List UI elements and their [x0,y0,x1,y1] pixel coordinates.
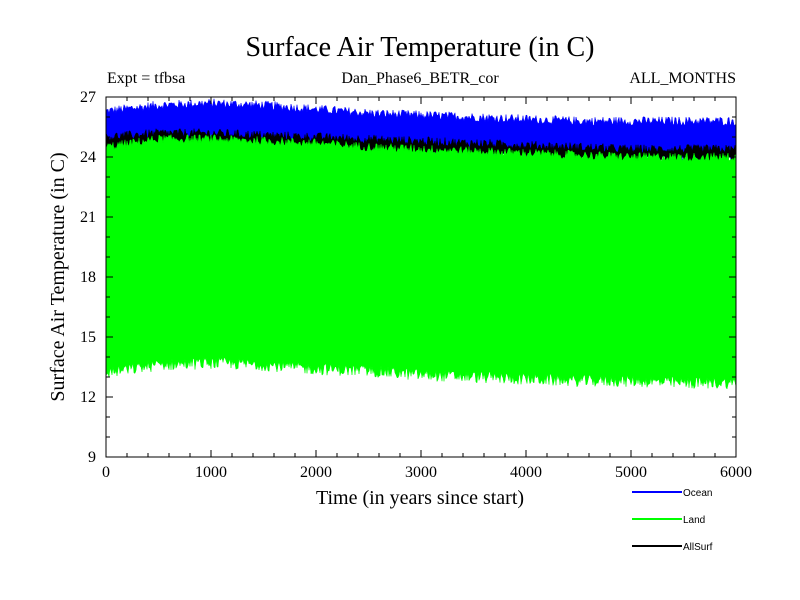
legend-label-land: Land [683,515,705,526]
x-tick-label: 3000 [405,464,437,481]
chart-title: Surface Air Temperature (in C) [246,32,595,63]
x-tick-label: 4000 [510,464,542,481]
x-tick-label: 2000 [300,464,332,481]
legend-label-allsurf: AllSurf [683,542,713,553]
plot-area [105,96,737,458]
y-axis: 9 12 15 18 21 24 27 [80,89,736,466]
x-tick-label: 1000 [195,464,227,481]
run-name-label: Dan_Phase6_BETR_cor [341,70,499,87]
y-axis-label: Surface Air Temperature (in C) [47,152,69,401]
y-tick-label: 12 [80,389,96,406]
x-tick-label: 0 [102,464,110,481]
legend: Ocean Land AllSurf [632,488,713,553]
y-tick-label: 9 [88,449,96,466]
months-label: ALL_MONTHS [629,70,736,87]
y-tick-label: 24 [80,149,96,166]
series-land-band [105,133,737,390]
y-tick-label: 27 [80,89,96,106]
x-tick-label: 6000 [720,464,752,481]
y-tick-label: 21 [80,209,96,226]
y-tick-label: 15 [80,329,96,346]
x-tick-label: 5000 [615,464,647,481]
legend-label-ocean: Ocean [683,488,712,499]
x-axis-label: Time (in years since start) [316,487,524,509]
series-layer [105,98,737,390]
experiment-label: Expt = tfbsa [107,70,185,87]
x-axis: 0 1000 2000 3000 4000 5000 6000 [102,97,752,481]
y-tick-label: 18 [80,269,96,286]
